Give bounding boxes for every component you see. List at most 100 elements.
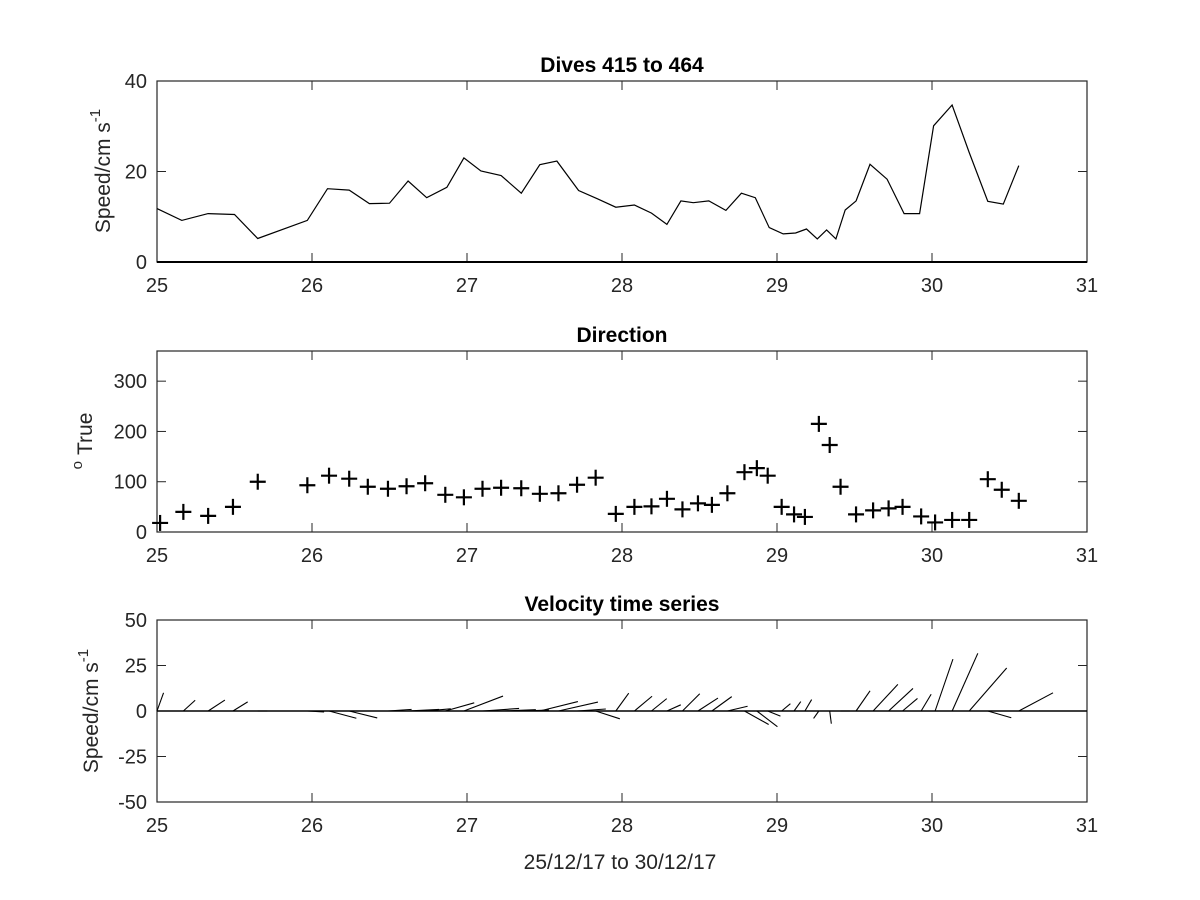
y-tick-label: -50 xyxy=(118,792,147,814)
direction-point xyxy=(748,460,765,477)
velocity-stick xyxy=(888,688,914,712)
direction-point xyxy=(607,505,624,522)
y-tick-label: -25 xyxy=(118,747,147,769)
y-tick-label: 0 xyxy=(136,701,147,723)
direction-point xyxy=(703,496,720,513)
velocity-stick xyxy=(682,693,701,712)
velocity-stick xyxy=(328,710,357,719)
direction-panel-title: Direction xyxy=(576,324,667,347)
velocity-panel-title: Velocity time series xyxy=(525,593,720,616)
x-tick-label: 26 xyxy=(301,275,323,297)
velocity-stick xyxy=(902,698,918,712)
y-tick-label: 20 xyxy=(125,162,147,184)
x-tick-label: 25 xyxy=(146,815,168,837)
direction-point xyxy=(1010,492,1027,509)
velocity-stick xyxy=(615,692,630,712)
x-axis-label: 25/12/17 to 30/12/17 xyxy=(524,851,717,874)
velocity-stick xyxy=(793,701,802,712)
direction-point xyxy=(626,498,643,515)
velocity-stick xyxy=(307,710,325,713)
direction-point xyxy=(759,467,776,484)
direction-point xyxy=(786,506,803,523)
direction-point xyxy=(689,495,706,512)
direction-point xyxy=(832,478,849,495)
direction-point xyxy=(513,480,530,497)
velocity-stick xyxy=(425,708,451,712)
y-tick-label: 0 xyxy=(136,252,147,274)
x-tick-label: 29 xyxy=(766,545,788,567)
speed-line xyxy=(156,103,1020,241)
x-tick-label: 29 xyxy=(766,275,788,297)
direction-point xyxy=(961,511,978,528)
direction-point xyxy=(569,476,586,493)
velocity-stick xyxy=(558,701,599,712)
y-tick-label: 25 xyxy=(125,656,147,678)
velocity-stick xyxy=(697,697,719,712)
velocity-stick xyxy=(872,684,899,712)
speed-axis-label: Speed/cm s-1 xyxy=(87,109,115,233)
x-tick-label: 28 xyxy=(611,545,633,567)
x-tick-label: 30 xyxy=(921,275,943,297)
x-tick-label: 25 xyxy=(146,275,168,297)
direction-point xyxy=(531,485,548,502)
velocity-stick xyxy=(349,710,378,719)
direction-point xyxy=(719,485,736,502)
x-tick-label: 30 xyxy=(921,815,943,837)
x-tick-label: 28 xyxy=(611,815,633,837)
direction-point xyxy=(359,478,376,495)
velocity-series xyxy=(156,653,1087,728)
y-tick-label: 40 xyxy=(125,71,147,93)
velocity-stick xyxy=(951,653,979,712)
x-tick-label: 29 xyxy=(766,815,788,837)
velocity-stick xyxy=(829,710,832,724)
x-tick-label: 28 xyxy=(611,275,633,297)
velocity-stick xyxy=(920,693,932,712)
direction-point xyxy=(894,498,911,515)
direction-point xyxy=(796,508,813,525)
direction-axis-ticks: 25 26 27 28 29 30 31 0 100 200 300 xyxy=(114,351,1098,567)
direction-point xyxy=(398,478,415,495)
x-tick-label: 26 xyxy=(301,815,323,837)
x-tick-label: 26 xyxy=(301,545,323,567)
velocity-stick xyxy=(855,690,871,712)
direction-point xyxy=(993,481,1010,498)
velocity-stick xyxy=(207,699,226,712)
direction-point xyxy=(674,501,691,518)
direction-point xyxy=(587,469,604,486)
y-tick-label: 0 xyxy=(136,522,147,544)
x-tick-label: 27 xyxy=(456,815,478,837)
direction-point xyxy=(810,415,827,432)
direction-point xyxy=(437,486,454,503)
velocity-stick xyxy=(156,692,165,712)
velocity-stick xyxy=(595,710,621,720)
y-tick-label: 300 xyxy=(114,371,147,393)
velocity-axis-label: Speed/cm s-1 xyxy=(75,649,103,773)
speed-series xyxy=(156,103,1087,263)
direction-point xyxy=(417,475,434,492)
direction-point xyxy=(658,490,675,507)
velocity-stick xyxy=(501,709,536,712)
direction-point xyxy=(944,511,961,528)
x-tick-label: 25 xyxy=(146,545,168,567)
direction-point xyxy=(880,500,897,517)
direction-point xyxy=(455,489,472,506)
velocity-stick xyxy=(666,704,682,712)
velocity-stick xyxy=(781,703,791,712)
velocity-stick xyxy=(1018,692,1054,712)
speed-plot-area xyxy=(156,80,1088,263)
direction-point xyxy=(821,437,838,454)
direction-axis-label: oTrue xyxy=(69,413,97,470)
direction-point xyxy=(200,507,217,524)
velocity-stick xyxy=(634,695,653,712)
y-tick-label: 50 xyxy=(125,610,147,632)
direction-point xyxy=(224,498,241,515)
velocity-panel: Velocity time series 25 26 27 28 29 30 31 -50 -2… xyxy=(75,593,1098,837)
direction-point xyxy=(736,464,753,481)
direction-point xyxy=(474,480,491,497)
direction-series xyxy=(152,415,1027,531)
direction-point xyxy=(848,506,865,523)
speed-panel-title: Dives 415 to 464 xyxy=(540,54,704,77)
velocity-stick xyxy=(482,707,520,712)
velocity-stick xyxy=(756,710,778,728)
